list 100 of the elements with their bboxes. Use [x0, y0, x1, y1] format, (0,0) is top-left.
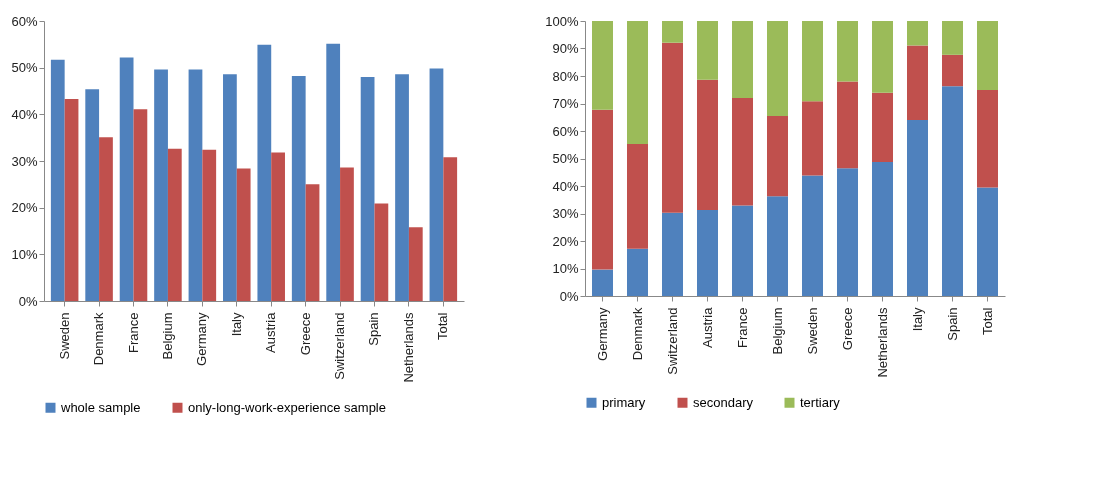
bar [802, 21, 823, 102]
bar [837, 21, 858, 82]
bar [167, 148, 182, 301]
x-tick-label: Germany [594, 307, 610, 361]
y-tick-label: 90% [552, 41, 579, 56]
bar [767, 115, 788, 197]
x-tick-label: Austria [263, 311, 279, 353]
bar [732, 98, 753, 206]
bar [872, 21, 893, 93]
x-tick-label: France [734, 307, 750, 348]
legend-label: only-long-work-experience sample [188, 399, 386, 415]
bar [133, 109, 148, 301]
bar [154, 69, 168, 301]
bar [977, 90, 998, 188]
bar [732, 21, 753, 98]
legend-label: tertiary [800, 394, 841, 410]
y-tick-label: 0% [18, 293, 38, 309]
x-tick-label: Austria [699, 306, 715, 348]
bar [662, 21, 683, 43]
bar [942, 54, 963, 87]
y-tick-label: 30% [552, 206, 579, 221]
bar [767, 196, 788, 296]
bar [767, 21, 788, 116]
bar [326, 43, 341, 301]
bar [236, 168, 251, 301]
bar [64, 98, 79, 301]
bar [188, 69, 203, 301]
bar [50, 59, 65, 301]
bar [340, 167, 354, 301]
bar [907, 120, 928, 296]
y-tick-label: 50% [552, 151, 579, 166]
x-tick-label: Germany [194, 312, 210, 366]
bar [202, 149, 217, 301]
bar [408, 227, 423, 301]
bar [977, 187, 998, 296]
x-tick-label: Sweden [56, 312, 72, 360]
bar [697, 21, 718, 80]
bar [627, 21, 648, 144]
y-tick-label: 40% [552, 178, 579, 194]
legend-label: secondary [693, 394, 754, 410]
y-tick-label: 40% [11, 106, 38, 122]
x-tick-label: Greece [839, 307, 855, 351]
bar [627, 143, 648, 249]
bar [802, 101, 823, 176]
x-tick-label: Denmark [91, 312, 107, 366]
x-tick-label: Italy [909, 307, 925, 332]
y-tick-label: 30% [11, 153, 38, 169]
bar [872, 92, 893, 163]
x-tick-label: Greece [297, 312, 313, 356]
bar [374, 203, 389, 301]
x-tick-label: Total [979, 307, 995, 335]
bar [592, 269, 613, 296]
bar [837, 81, 858, 169]
y-tick-label: 0% [559, 288, 579, 304]
bar [305, 184, 320, 301]
y-tick-label: 10% [552, 261, 579, 276]
bar [662, 212, 683, 296]
x-tick-label: Total [435, 312, 451, 340]
x-tick-label: Italy [228, 312, 244, 337]
y-tick-label: 80% [552, 68, 579, 84]
x-tick-label: Switzerland [332, 312, 348, 380]
bar [662, 42, 683, 213]
bar [907, 45, 928, 120]
bar [977, 21, 998, 91]
legend-label: primary [602, 394, 646, 410]
bar [907, 21, 928, 46]
y-tick-label: 100% [545, 13, 579, 29]
bar [802, 175, 823, 296]
y-tick-label: 10% [11, 246, 38, 262]
bar [257, 44, 272, 301]
bar [592, 21, 613, 110]
x-tick-label: Spain [366, 312, 382, 346]
bar [443, 157, 458, 301]
bar [223, 74, 237, 301]
bar [697, 209, 718, 296]
bar [360, 77, 375, 301]
y-tick-label: 20% [11, 200, 38, 216]
bar [395, 74, 409, 301]
y-tick-label: 50% [11, 60, 38, 76]
bar [99, 137, 113, 301]
legend-label: whole sample [60, 399, 141, 415]
y-tick-label: 60% [11, 13, 38, 29]
bar [119, 57, 134, 301]
bar [837, 168, 858, 296]
bar [732, 205, 753, 296]
x-tick-label: Sweden [804, 307, 820, 355]
bar [942, 86, 963, 296]
x-tick-label: Netherlands [874, 307, 890, 378]
x-tick-label: Belgium [159, 312, 175, 360]
bar [872, 162, 893, 296]
bar [429, 68, 444, 301]
bar [942, 21, 963, 55]
bar [291, 76, 306, 301]
bar [627, 248, 648, 296]
x-tick-label: Belgium [769, 307, 785, 355]
bar [271, 152, 285, 301]
bar [697, 79, 718, 210]
y-tick-label: 70% [552, 96, 579, 111]
y-tick-label: 20% [552, 233, 579, 249]
bar [85, 89, 100, 301]
